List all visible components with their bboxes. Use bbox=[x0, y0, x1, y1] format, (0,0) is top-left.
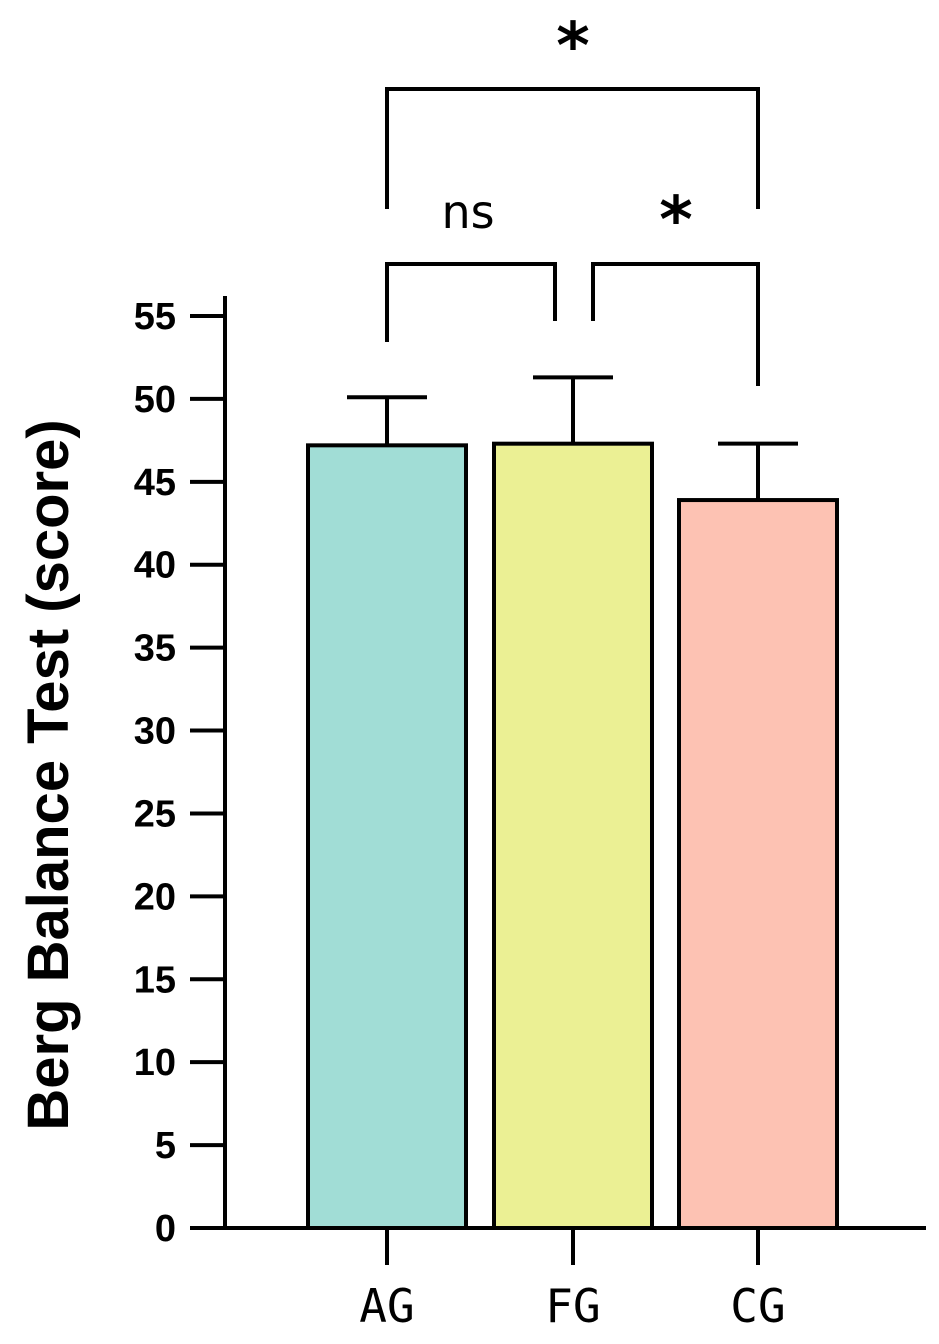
significance-group: ns * * bbox=[385, 10, 760, 386]
y-axis-label: Berg Balance Test (score) bbox=[16, 419, 81, 1130]
x-tick-group: AG FG CG bbox=[359, 1228, 786, 1333]
bar-cg bbox=[677, 498, 839, 1231]
y-tick-label: 20 bbox=[134, 876, 176, 918]
y-tick-label: 10 bbox=[134, 1042, 176, 1084]
y-tick-label: 30 bbox=[134, 711, 176, 753]
error-bar-group bbox=[347, 375, 798, 501]
y-tick-label: 0 bbox=[155, 1208, 176, 1250]
x-tick-label: AG bbox=[359, 1279, 414, 1333]
y-tick-label: 50 bbox=[134, 379, 176, 421]
significance-bracket bbox=[591, 262, 760, 386]
significance-ns: ns bbox=[441, 185, 494, 239]
bar-ag bbox=[306, 443, 468, 1230]
significance-bracket bbox=[385, 87, 760, 209]
y-tick-label: 55 bbox=[134, 296, 176, 338]
significance-bracket bbox=[385, 262, 557, 342]
x-tick-label: FG bbox=[545, 1279, 600, 1333]
y-tick-label: 5 bbox=[155, 1125, 176, 1167]
y-tick-label: 40 bbox=[134, 545, 176, 587]
y-tick-group: 0 5 10 15 20 25 30 35 40 45 50 55 bbox=[134, 296, 225, 1250]
y-tick-label: 45 bbox=[134, 462, 176, 504]
x-tick-label: CG bbox=[730, 1279, 785, 1333]
bar-group bbox=[306, 441, 839, 1231]
significance-star: * bbox=[556, 10, 589, 84]
significance-star: * bbox=[659, 184, 692, 258]
y-tick-label: 15 bbox=[134, 959, 176, 1001]
y-tick-label: 25 bbox=[134, 793, 176, 835]
bar-fg bbox=[492, 441, 654, 1230]
y-tick-label: 35 bbox=[134, 628, 176, 670]
